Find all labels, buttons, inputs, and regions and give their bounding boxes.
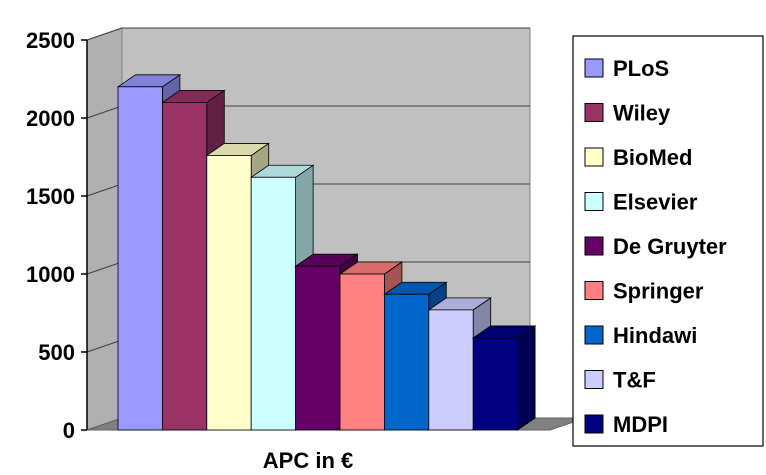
legend-label: Springer <box>613 279 704 304</box>
y-tick-label: 1500 <box>26 184 75 209</box>
legend-swatch <box>584 103 604 122</box>
legend-item: T&F <box>584 368 656 393</box>
legend-item: De Gruyter <box>584 234 727 259</box>
legend-label: Elsevier <box>613 190 698 215</box>
bar-front <box>117 86 163 431</box>
legend-swatch <box>584 58 604 78</box>
legend-label: De Gruyter <box>613 234 727 259</box>
legend-item: MDPI <box>584 412 668 437</box>
bar-hindawi <box>383 281 448 431</box>
legend-label: Hindawi <box>613 323 697 348</box>
legend-item: BioMed <box>584 145 692 170</box>
gridline-side <box>86 261 123 275</box>
legend-swatch <box>584 281 604 300</box>
legend-label: MDPI <box>613 412 668 437</box>
legend-swatch <box>584 192 604 211</box>
gridline-side <box>86 339 123 353</box>
x-axis-title: APC in € <box>263 448 353 473</box>
legend-label: Wiley <box>613 101 671 126</box>
legend-swatch <box>584 370 604 389</box>
bar-front <box>295 265 341 431</box>
bar-side <box>517 325 536 431</box>
gridline-side <box>86 27 123 41</box>
legend-item: Wiley <box>584 101 671 126</box>
legend-swatch <box>584 147 604 167</box>
y-tick-label: 2500 <box>26 28 75 53</box>
bar-front <box>383 293 430 431</box>
legend-box <box>572 35 764 447</box>
legend-item: Springer <box>584 279 704 304</box>
legend-swatch <box>584 236 604 256</box>
bar-mdpi <box>471 325 537 431</box>
legend-item: PLoS <box>584 56 669 81</box>
legend-item: Elsevier <box>584 190 698 215</box>
bar-front <box>472 337 519 431</box>
bar-front <box>161 102 208 431</box>
y-tick-label: 0 <box>63 418 75 443</box>
gridline-side <box>86 105 123 119</box>
legend-swatch <box>584 414 604 434</box>
legend-label: BioMed <box>613 145 692 170</box>
legend-label: T&F <box>613 368 656 393</box>
legend-label: PLoS <box>613 56 669 81</box>
gridline-side <box>86 183 123 197</box>
bar-front <box>339 273 385 431</box>
y-tick-label: 500 <box>38 340 75 365</box>
bar-front <box>428 309 474 431</box>
bar-front <box>250 176 296 431</box>
bar-front <box>206 155 252 431</box>
chart-side-wall <box>86 27 123 431</box>
legend-swatch <box>584 325 604 345</box>
y-tick-label: 1000 <box>26 262 75 287</box>
legend-item: Hindawi <box>584 323 697 348</box>
y-tick-label: 2000 <box>26 106 75 131</box>
